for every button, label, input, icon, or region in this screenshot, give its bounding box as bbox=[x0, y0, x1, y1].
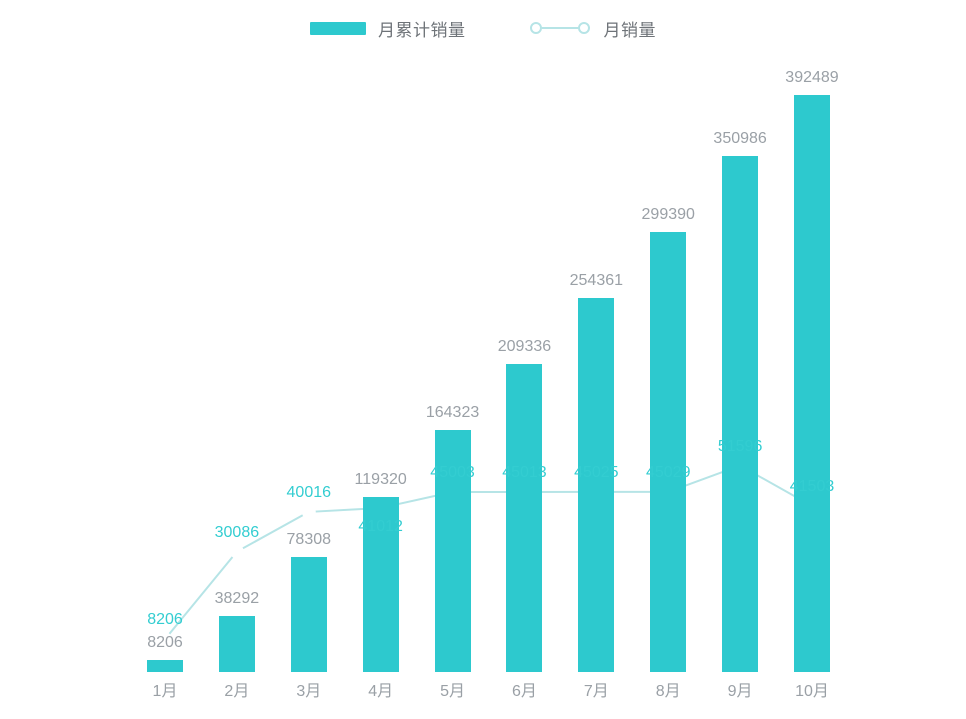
bar-value-label-3月: 78308 bbox=[286, 530, 332, 548]
x-axis-label-9月: 9月 bbox=[727, 683, 753, 700]
bar-swatch-icon bbox=[310, 21, 366, 35]
legend-label-monthly: 月销量 bbox=[603, 20, 656, 40]
line-value-label-4月: 41012 bbox=[358, 517, 403, 535]
line-value-label-3月: 40016 bbox=[286, 483, 332, 501]
bar-4月[interactable] bbox=[362, 496, 399, 672]
bar-value-label-8月: 299390 bbox=[641, 205, 695, 223]
bar-value-label-1月: 8206 bbox=[147, 633, 183, 651]
bar-value-label-10月: 392489 bbox=[785, 69, 839, 86]
line-value-label-8月: 45029 bbox=[645, 463, 691, 481]
bar-value-label-2月: 38292 bbox=[214, 589, 260, 607]
x-axis-label-6月: 6月 bbox=[511, 683, 537, 700]
bar-6月[interactable] bbox=[506, 364, 543, 672]
x-axis-label-8月: 8月 bbox=[655, 683, 681, 700]
x-axis-label-5月: 5月 bbox=[440, 683, 465, 700]
bar-7月[interactable] bbox=[578, 298, 615, 672]
bar-5月[interactable] bbox=[434, 430, 471, 672]
line-marker-2月[interactable] bbox=[229, 544, 244, 559]
line-circle-swatch-icon bbox=[529, 21, 592, 35]
x-axis-label-7月: 7月 bbox=[583, 683, 609, 700]
bar-9月[interactable] bbox=[722, 156, 759, 672]
line-marker-3月[interactable] bbox=[301, 504, 316, 519]
bar-2月[interactable] bbox=[218, 615, 255, 672]
chart-legend: 月累计销量 月销量 bbox=[0, 8, 966, 48]
line-value-label-5月: 45003 bbox=[430, 463, 475, 481]
x-axis-label-3月: 3月 bbox=[296, 683, 322, 700]
line-value-label-9月: 51596 bbox=[717, 437, 763, 455]
bar-value-label-9月: 350986 bbox=[713, 130, 767, 147]
line-value-label-1月: 8206 bbox=[147, 611, 183, 629]
bar-value-label-5月: 164323 bbox=[425, 404, 480, 422]
x-axis-label-10月: 10月 bbox=[795, 683, 829, 700]
bar-1月[interactable] bbox=[147, 659, 183, 672]
line-value-label-2月: 30086 bbox=[214, 523, 260, 541]
bar-8月[interactable] bbox=[650, 231, 687, 672]
bar-value-label-6月: 209336 bbox=[497, 338, 552, 356]
legend-label-cumulative: 月累计销量 bbox=[378, 20, 466, 40]
bar-10月[interactable] bbox=[794, 95, 830, 672]
line-value-label-6月: 45013 bbox=[502, 463, 547, 481]
bar-value-label-7月: 254361 bbox=[569, 272, 624, 290]
line-value-label-10月: 41503 bbox=[789, 477, 835, 495]
x-axis-label-1月: 1月 bbox=[152, 683, 178, 700]
bar-3月[interactable] bbox=[290, 556, 327, 672]
legend-item-cumulative[interactable]: 月累计销量 bbox=[310, 16, 466, 41]
x-axis-label-2月: 2月 bbox=[224, 683, 250, 700]
line-value-label-7月: 45025 bbox=[574, 463, 619, 481]
line-path bbox=[164, 464, 813, 640]
bar-value-label-4月: 119320 bbox=[354, 470, 407, 488]
legend-item-monthly[interactable]: 月销量 bbox=[529, 16, 657, 41]
x-axis-label-4月: 4月 bbox=[368, 683, 394, 700]
